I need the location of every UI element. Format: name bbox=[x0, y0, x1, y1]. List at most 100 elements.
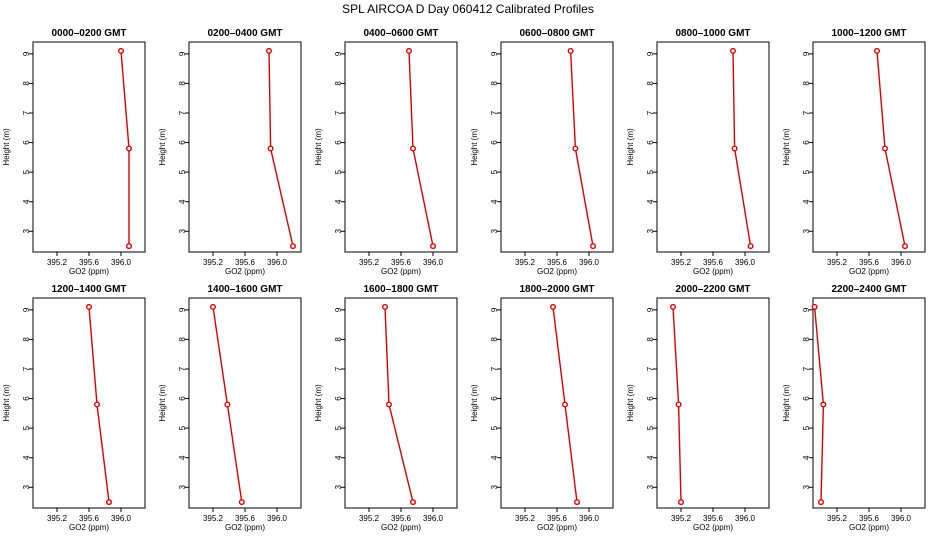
data-point bbox=[125, 145, 132, 152]
y-tick-label: 7 bbox=[178, 366, 187, 371]
x-axis-label: GO2 (ppm) bbox=[849, 267, 889, 276]
y-tick-label: 6 bbox=[22, 140, 31, 145]
y-tick-label: 4 bbox=[646, 455, 655, 460]
y-axis-label: Height (m) bbox=[158, 128, 167, 166]
x-tick-label: 396.0 bbox=[735, 258, 756, 267]
y-tick-label: 8 bbox=[646, 337, 655, 342]
x-tick-label: 395.2 bbox=[827, 514, 848, 523]
y-tick-label: 3 bbox=[334, 229, 343, 234]
x-tick-label: 396.0 bbox=[891, 514, 912, 523]
data-point bbox=[125, 243, 132, 250]
x-tick-label: 395.2 bbox=[47, 258, 68, 267]
data-point bbox=[117, 47, 124, 54]
y-tick-label: 9 bbox=[802, 307, 811, 312]
y-tick-label: 6 bbox=[646, 396, 655, 401]
x-tick-label: 396.0 bbox=[111, 514, 132, 523]
y-tick-label: 6 bbox=[646, 140, 655, 145]
y-tick-label: 6 bbox=[802, 140, 811, 145]
y-tick-label: 5 bbox=[178, 425, 187, 430]
figure-title: SPL AIRCOA D Day 060412 Calibrated Profi… bbox=[342, 2, 594, 16]
y-axis-label: Height (m) bbox=[782, 384, 791, 422]
y-tick-label: 5 bbox=[334, 425, 343, 430]
data-point bbox=[209, 303, 216, 310]
y-axis-label: Height (m) bbox=[470, 384, 479, 422]
y-tick-label: 5 bbox=[22, 169, 31, 174]
y-tick-label: 6 bbox=[802, 396, 811, 401]
x-tick-label: 396.0 bbox=[267, 258, 288, 267]
data-point bbox=[410, 499, 417, 506]
x-tick-label: 395.2 bbox=[203, 258, 224, 267]
x-tick-label: 395.2 bbox=[203, 514, 224, 523]
y-tick-label: 6 bbox=[334, 396, 343, 401]
y-tick-label: 5 bbox=[490, 169, 499, 174]
data-point bbox=[730, 47, 737, 54]
y-tick-label: 4 bbox=[646, 199, 655, 204]
x-tick-label: 395.6 bbox=[391, 514, 412, 523]
x-axis-label: GO2 (ppm) bbox=[69, 523, 109, 532]
plot-frame bbox=[500, 41, 614, 253]
y-tick-label: 3 bbox=[490, 485, 499, 490]
data-point bbox=[406, 47, 413, 54]
y-tick-label: 3 bbox=[22, 229, 31, 234]
x-tick-label: 395.2 bbox=[671, 258, 692, 267]
y-tick-label: 4 bbox=[802, 199, 811, 204]
y-tick-label: 7 bbox=[490, 110, 499, 115]
y-tick-label: 6 bbox=[490, 396, 499, 401]
y-axis-label: Height (m) bbox=[2, 128, 11, 166]
panel-title: 0000–0200 GMT bbox=[51, 28, 126, 39]
y-tick-label: 8 bbox=[22, 81, 31, 86]
y-axis-label: Height (m) bbox=[626, 384, 635, 422]
x-axis-label: GO2 (ppm) bbox=[693, 523, 733, 532]
y-tick-label: 6 bbox=[178, 396, 187, 401]
panel-title: 1800–2000 GMT bbox=[519, 284, 594, 295]
panel-title: 1600–1800 GMT bbox=[363, 284, 438, 295]
y-tick-label: 9 bbox=[178, 307, 187, 312]
x-axis-label: GO2 (ppm) bbox=[693, 267, 733, 276]
y-tick-label: 7 bbox=[22, 110, 31, 115]
x-axis-label: GO2 (ppm) bbox=[225, 523, 265, 532]
y-tick-label: 7 bbox=[334, 110, 343, 115]
panel-title: 1200–1400 GMT bbox=[51, 284, 126, 295]
data-point bbox=[572, 145, 579, 152]
data-point bbox=[224, 401, 231, 408]
panel-title: 0400–0600 GMT bbox=[363, 28, 438, 39]
y-tick-label: 8 bbox=[490, 81, 499, 86]
y-tick-label: 7 bbox=[646, 110, 655, 115]
y-tick-label: 9 bbox=[646, 51, 655, 56]
x-tick-label: 395.6 bbox=[859, 258, 880, 267]
x-tick-label: 395.6 bbox=[391, 258, 412, 267]
y-tick-label: 8 bbox=[334, 337, 343, 342]
panel-title: 1400–1600 GMT bbox=[207, 284, 282, 295]
x-tick-label: 395.2 bbox=[515, 258, 536, 267]
y-tick-label: 7 bbox=[802, 110, 811, 115]
data-point bbox=[874, 47, 881, 54]
y-tick-label: 9 bbox=[22, 307, 31, 312]
x-tick-label: 396.0 bbox=[111, 258, 132, 267]
y-tick-label: 8 bbox=[22, 337, 31, 342]
x-axis-label: GO2 (ppm) bbox=[69, 267, 109, 276]
y-tick-label: 5 bbox=[802, 425, 811, 430]
y-tick-label: 4 bbox=[334, 455, 343, 460]
data-point bbox=[731, 145, 738, 152]
data-point bbox=[811, 303, 818, 310]
y-tick-label: 5 bbox=[490, 425, 499, 430]
y-tick-label: 9 bbox=[178, 51, 187, 56]
y-tick-label: 5 bbox=[646, 425, 655, 430]
panel-title: 1000–1200 GMT bbox=[831, 28, 906, 39]
plot-frame bbox=[344, 41, 458, 253]
data-point bbox=[290, 243, 297, 250]
y-tick-label: 8 bbox=[490, 337, 499, 342]
y-axis-label: Height (m) bbox=[2, 384, 11, 422]
y-tick-label: 3 bbox=[490, 229, 499, 234]
y-tick-label: 9 bbox=[646, 307, 655, 312]
y-axis-label: Height (m) bbox=[314, 384, 323, 422]
y-tick-label: 5 bbox=[802, 169, 811, 174]
